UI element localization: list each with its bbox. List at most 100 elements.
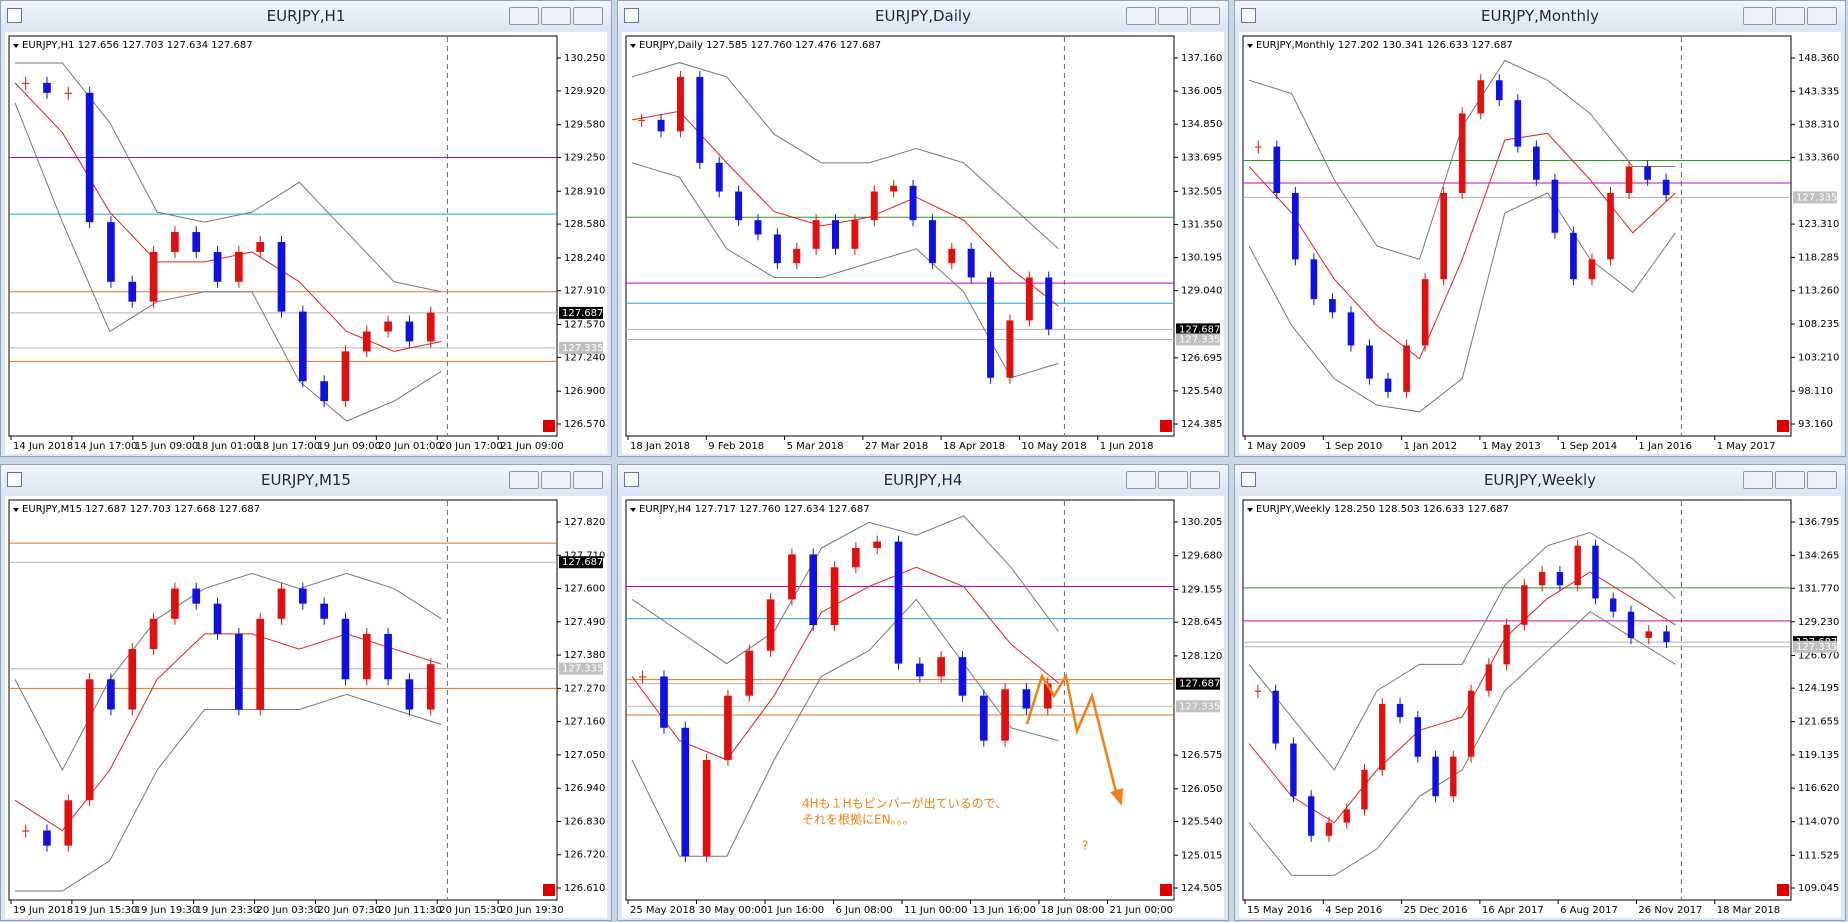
y-tick-label: 126.610 [564,883,605,894]
maximize-button[interactable] [1775,7,1805,25]
candle [1570,232,1577,280]
y-tick-label: 125.015 [1181,850,1222,861]
y-tick-label: 128.120 [1181,651,1222,662]
candle [171,588,179,619]
candle [171,232,179,252]
y-tick-label: 129.230 [1798,617,1839,628]
candle [1403,345,1410,392]
price-tag [559,556,603,569]
maximize-button[interactable] [1158,7,1188,25]
close-button[interactable] [573,7,603,25]
candle [1329,299,1336,313]
close-button[interactable] [573,471,603,489]
y-tick-label: 126.570 [564,419,605,430]
maximize-button[interactable] [1158,471,1188,489]
window-icon [624,8,639,23]
candle [987,277,995,378]
y-tick-label: 113.260 [1798,286,1839,297]
candle [909,185,917,221]
maximize-button[interactable] [541,471,571,489]
title-bar: EURJPY,H4 [618,465,1228,494]
candle [852,548,860,568]
info-arrow [13,508,19,512]
x-tick-label: 9 Feb 2018 [708,441,764,452]
title-bar: EURJPY,H1 [1,1,611,30]
chart-info: EURJPY,Monthly 127.202 130.341 126.633 1… [1256,40,1513,51]
x-tick-label: 1 May 2009 [1247,441,1306,452]
y-tick-label: 98.110 [1798,386,1833,397]
close-button[interactable] [1190,471,1220,489]
candle [1384,378,1392,392]
minimize-button[interactable] [1126,471,1156,489]
title-bar: EURJPY,Daily [618,1,1228,30]
candle [21,82,30,84]
chart: 130.205 129.680 129.155 128.645 128.120 126.5… [622,496,1224,918]
scroll-button [1777,884,1789,896]
x-tick-label: 25 May 2018 [630,905,695,916]
y-tick-label: 108.235 [1798,319,1839,330]
minimize-button[interactable] [509,471,539,489]
close-button[interactable] [1807,471,1837,489]
y-tick-label: 133.360 [1798,152,1839,163]
candle [1592,545,1599,599]
scroll-button [1160,884,1172,896]
candle [1325,822,1333,836]
y-tick-label: 125.540 [1181,817,1222,828]
candle [1556,572,1564,586]
candle [85,92,94,223]
candle [1307,796,1315,836]
y-tick-label: 126.830 [564,816,605,827]
candle [1574,545,1581,586]
minimize-button[interactable] [1126,7,1156,25]
candle [702,759,711,857]
candle [256,618,265,710]
band-lower [1248,610,1676,876]
x-tick-label: 10 May 2018 [1021,441,1086,452]
y-tick-label: 129.040 [1181,286,1222,297]
candle [696,76,704,163]
x-tick-label: 25 Dec 2016 [1404,905,1468,916]
info-arrow [1247,44,1253,48]
candle [107,679,115,710]
minimize-button[interactable] [509,7,539,25]
chart-window: EURJPY,M15 127.820 127.710 127.600 127.490 12… [0,464,612,921]
minimize-button[interactable] [1743,471,1773,489]
window-title: EURJPY,H1 [266,7,346,25]
x-tick-label: 20 Jun 07:30 [317,905,381,916]
close-button[interactable] [1807,7,1837,25]
candle [1627,611,1635,638]
minimize-button[interactable] [1743,7,1773,25]
candle [1025,277,1033,321]
candle [735,191,743,221]
x-tick-label: 20 Jun 01:00 [378,441,442,452]
candle [1043,683,1052,709]
chart-info: EURJPY,M15 127.687 127.703 127.668 127.6… [22,504,260,515]
y-tick-label: 109.045 [1798,883,1839,894]
y-tick-label: 129.680 [1181,551,1222,562]
candle [128,649,137,710]
window-title: EURJPY,Monthly [1480,7,1599,25]
candle [870,191,878,221]
candle [1458,113,1466,193]
plot-frame [1242,35,1792,437]
y-tick-label: 148.360 [1798,53,1839,64]
maximize-button[interactable] [1775,471,1805,489]
y-tick-label: 127.050 [564,750,605,761]
y-tick-label: 126.575 [1181,750,1222,761]
candle [405,321,414,342]
y-tick-label: 103.210 [1798,352,1839,363]
candle [1414,717,1421,757]
x-tick-label: 19 Jun 2018 [13,905,73,916]
maximize-button[interactable] [541,7,571,25]
close-button[interactable] [1190,7,1220,25]
plot-frame [8,35,558,437]
y-tick-label: 119.135 [1798,750,1839,761]
candle [1292,192,1299,260]
candle [64,92,73,94]
y-tick-label: 121.655 [1798,717,1839,728]
candle [192,588,201,604]
window-icon [1241,8,1256,23]
candle [832,220,839,249]
candle [64,800,73,846]
x-tick-label: 20 Jun 15:30 [439,905,503,916]
